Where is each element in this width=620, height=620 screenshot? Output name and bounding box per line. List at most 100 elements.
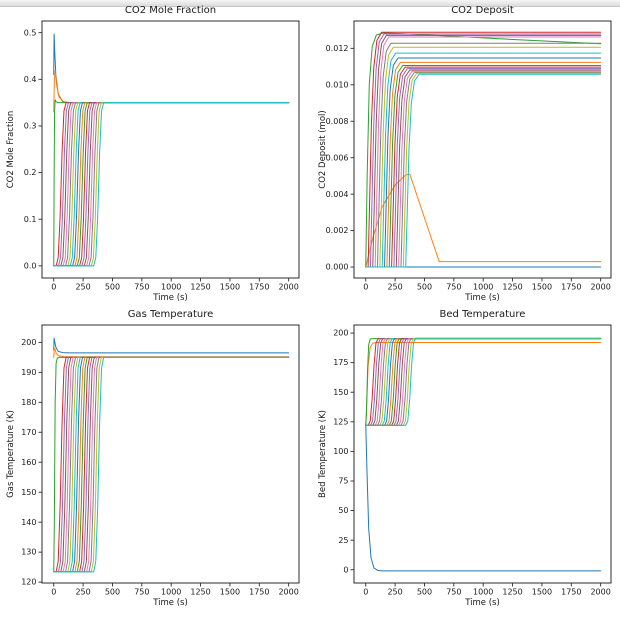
x-tick-label: 1500 bbox=[532, 588, 552, 597]
y-tick-label: 0.000 bbox=[326, 263, 349, 272]
chart-title: Gas Temperature bbox=[128, 309, 214, 320]
y-tick-label: 0.5 bbox=[24, 28, 37, 37]
series-node-02 bbox=[365, 173, 602, 268]
chart-co2-mole-fraction: 0 250 500 750 1000 1250 1500 1750 2000 0.0 0.1 0.2 0… bbox=[6, 5, 300, 303]
series-node-20 bbox=[53, 102, 290, 267]
series-node-11 bbox=[365, 338, 602, 426]
y-tick-label: 0.006 bbox=[326, 153, 349, 162]
y-tick-label: 0.0 bbox=[24, 261, 37, 270]
series-node-18 bbox=[53, 356, 290, 573]
y-tick-label: 150 bbox=[333, 388, 348, 397]
x-tick-label: 1750 bbox=[561, 283, 581, 292]
y-axis-label: CO2 Deposit (mol) bbox=[318, 110, 328, 188]
series-node-12 bbox=[365, 61, 602, 268]
y-tick-label: 180 bbox=[21, 398, 36, 407]
y-tick-label: 200 bbox=[333, 329, 348, 338]
series-node-15 bbox=[365, 68, 602, 268]
x-tick-label: 1000 bbox=[473, 283, 493, 292]
series-node-04 bbox=[365, 338, 602, 426]
y-tick-label: 0.2 bbox=[24, 168, 37, 177]
series-node-17 bbox=[365, 70, 602, 268]
x-tick-label: 1250 bbox=[190, 283, 210, 292]
y-tick-label: 75 bbox=[338, 477, 348, 486]
y-axis-label: CO2 Mole Fraction bbox=[6, 111, 16, 189]
series-node-07 bbox=[53, 356, 290, 573]
series-node-20 bbox=[53, 356, 290, 573]
y-tick-label: 0.010 bbox=[326, 80, 349, 89]
x-tick-label: 750 bbox=[446, 283, 461, 292]
y-tick-label: 120 bbox=[21, 578, 36, 587]
series-node-19 bbox=[53, 356, 290, 573]
x-tick-label: 2000 bbox=[278, 283, 298, 292]
y-tick-label: 0.3 bbox=[24, 122, 37, 131]
x-tick-label: 1000 bbox=[161, 283, 181, 292]
series-node-20 bbox=[365, 73, 602, 268]
x-tick-label: 1500 bbox=[220, 588, 240, 597]
y-tick-label: 50 bbox=[338, 506, 348, 515]
series-node-07 bbox=[365, 338, 602, 426]
series-node-15 bbox=[53, 102, 290, 267]
x-tick-label: 500 bbox=[105, 283, 120, 292]
chart-title: CO2 Deposit bbox=[451, 5, 514, 16]
series-node-13 bbox=[365, 64, 602, 268]
y-axis-label: Bed Temperature (K) bbox=[318, 410, 328, 498]
chart-gas-temperature: 0 250 500 750 1000 1250 1500 1750 2000 120 130 140 1… bbox=[6, 309, 300, 608]
y-tick-label: 0.002 bbox=[326, 226, 349, 235]
x-tick-label: 500 bbox=[417, 283, 432, 292]
series-node-08 bbox=[365, 338, 602, 426]
y-tick-label: 140 bbox=[21, 518, 36, 527]
x-tick-label: 0 bbox=[51, 283, 56, 292]
x-tick-label: 1500 bbox=[220, 283, 240, 292]
x-tick-label: 250 bbox=[75, 283, 90, 292]
x-tick-label: 1000 bbox=[473, 588, 493, 597]
axes-frame bbox=[41, 20, 300, 279]
series-node-13 bbox=[365, 338, 602, 426]
y-axis-label: Gas Temperature (K) bbox=[6, 410, 16, 498]
series-node-17 bbox=[53, 102, 290, 267]
y-tick-label: 150 bbox=[21, 488, 36, 497]
x-tick-label: 1750 bbox=[249, 283, 269, 292]
x-tick-label: 250 bbox=[387, 588, 402, 597]
series-node-02 bbox=[53, 348, 290, 358]
series-node-05 bbox=[365, 33, 602, 268]
chart-title: Bed Temperature bbox=[440, 309, 526, 320]
x-tick-label: 2000 bbox=[278, 588, 298, 597]
series-node-09 bbox=[53, 356, 290, 573]
x-tick-label: 0 bbox=[51, 588, 56, 597]
series-node-16 bbox=[365, 69, 602, 268]
x-tick-label: 2000 bbox=[590, 588, 610, 597]
x-tick-label: 1750 bbox=[561, 588, 581, 597]
x-axis-label: Time (s) bbox=[152, 598, 188, 608]
series-node-10 bbox=[53, 102, 290, 267]
x-tick-label: 750 bbox=[446, 588, 461, 597]
y-tick-label: 125 bbox=[333, 417, 348, 426]
series-node-16 bbox=[365, 338, 602, 426]
x-tick-label: 1000 bbox=[161, 588, 181, 597]
series-node-10 bbox=[53, 356, 290, 573]
series-node-06 bbox=[365, 338, 602, 426]
y-tick-label: 170 bbox=[21, 428, 36, 437]
series-node-12 bbox=[53, 102, 290, 267]
series-node-18 bbox=[365, 338, 602, 426]
series-node-08 bbox=[53, 102, 290, 267]
y-tick-label: 190 bbox=[21, 368, 36, 377]
series-node-14 bbox=[365, 66, 602, 268]
series-node-12 bbox=[53, 356, 290, 573]
x-axis-label: Time (s) bbox=[464, 293, 500, 303]
axes-frame bbox=[353, 324, 612, 584]
series-node-01 bbox=[53, 33, 290, 104]
series-node-10 bbox=[365, 338, 602, 426]
series-node-01 bbox=[53, 337, 290, 354]
series-node-12 bbox=[365, 338, 602, 426]
series-node-03 bbox=[53, 356, 290, 573]
series-node-06 bbox=[365, 34, 602, 268]
x-tick-label: 1500 bbox=[532, 283, 552, 292]
x-tick-label: 1250 bbox=[502, 283, 522, 292]
series-node-18 bbox=[365, 71, 602, 268]
series-node-04 bbox=[53, 102, 290, 267]
series-node-15 bbox=[365, 338, 602, 426]
y-tick-label: 0 bbox=[343, 565, 348, 574]
series-node-05 bbox=[365, 338, 602, 426]
axes-frame bbox=[41, 324, 300, 584]
